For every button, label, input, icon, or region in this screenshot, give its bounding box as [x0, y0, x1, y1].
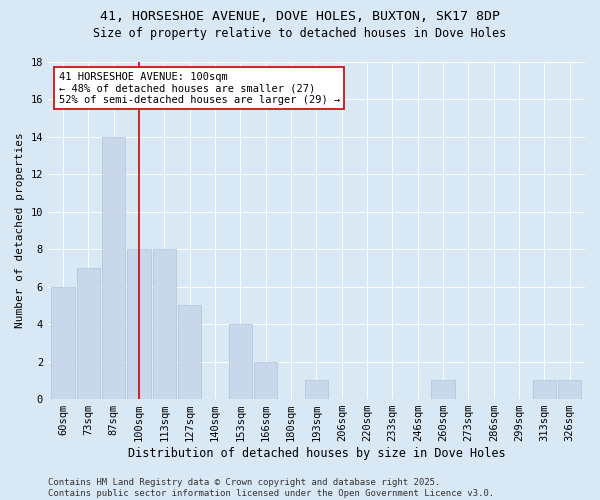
Text: 41, HORSESHOE AVENUE, DOVE HOLES, BUXTON, SK17 8DP: 41, HORSESHOE AVENUE, DOVE HOLES, BUXTON… — [100, 10, 500, 23]
Text: Size of property relative to detached houses in Dove Holes: Size of property relative to detached ho… — [94, 28, 506, 40]
Bar — [254, 362, 277, 399]
Bar — [127, 249, 151, 399]
Bar — [533, 380, 556, 399]
Bar — [52, 286, 75, 399]
Text: Contains HM Land Registry data © Crown copyright and database right 2025.
Contai: Contains HM Land Registry data © Crown c… — [48, 478, 494, 498]
Bar — [102, 136, 125, 399]
Bar — [431, 380, 455, 399]
Bar — [77, 268, 100, 399]
X-axis label: Distribution of detached houses by size in Dove Holes: Distribution of detached houses by size … — [128, 447, 505, 460]
Bar — [229, 324, 252, 399]
Text: 41 HORSESHOE AVENUE: 100sqm
← 48% of detached houses are smaller (27)
52% of sem: 41 HORSESHOE AVENUE: 100sqm ← 48% of det… — [59, 72, 340, 105]
Bar — [153, 249, 176, 399]
Bar — [305, 380, 328, 399]
Bar — [178, 306, 202, 399]
Y-axis label: Number of detached properties: Number of detached properties — [15, 132, 25, 328]
Bar — [558, 380, 581, 399]
